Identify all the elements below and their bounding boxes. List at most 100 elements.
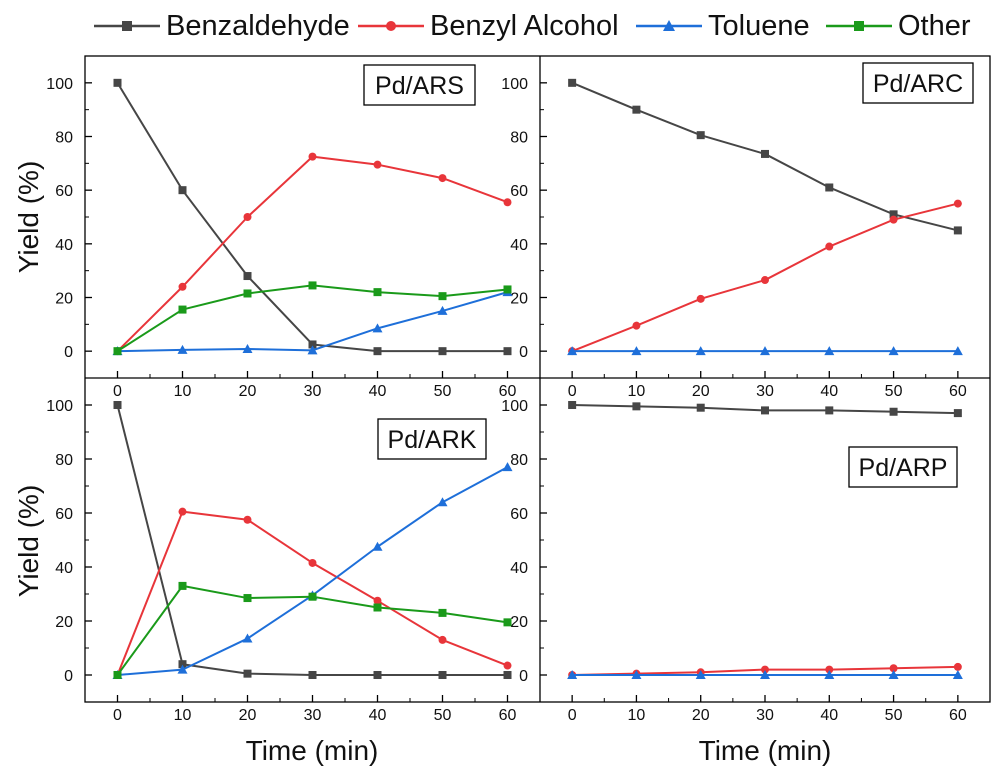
y-tick-label-pd-arc-40: 40 — [510, 237, 528, 254]
point-pd-ars-benzyl-alcohol-60 — [503, 198, 512, 207]
x-tick-label-pd-arc-10: 10 — [628, 383, 646, 400]
point-pd-ars-toluene-40 — [372, 323, 383, 333]
axes-pd-ark: 0 20 40 60 80 100 0 10 20 30 40 50 60 — [46, 398, 516, 724]
panel-label-pd-ars: Pd/ARS — [363, 64, 476, 106]
y-tick-label-pd-arp-80: 80 — [510, 452, 528, 469]
point-pd-arp-benzaldehyde-60 — [953, 409, 962, 418]
point-pd-arc-benzaldehyde-40 — [825, 183, 834, 192]
point-pd-ars-toluene-50 — [437, 305, 448, 315]
legend-label-benzaldehyde: Benzaldehyde — [166, 9, 350, 42]
y-axis-label-top: Yield (%) — [13, 161, 44, 274]
point-pd-ars-benzaldehyde-10 — [178, 186, 187, 195]
point-pd-arc-benzyl-alcohol-60 — [953, 199, 962, 208]
x-tick-label-pd-ark-60: 60 — [499, 707, 517, 724]
point-pd-ars-toluene-10 — [177, 344, 188, 354]
y-tick-label-pd-ars-20: 20 — [55, 291, 73, 308]
legend-swatch-toluene — [636, 20, 702, 31]
point-pd-arp-benzaldehyde-30 — [761, 406, 769, 415]
point-pd-ars-benzaldehyde-30 — [308, 340, 317, 349]
y-tick-label-pd-ars-40: 40 — [55, 237, 73, 254]
point-pd-ark-benzaldehyde-50 — [438, 671, 447, 679]
series-line-pd-ars-benzaldehyde — [116, 82, 508, 353]
point-pd-arc-benzaldehyde-0 — [568, 78, 577, 87]
point-pd-arp-benzyl-alcohol-60 — [953, 662, 962, 671]
x-tick-label-pd-arp-0: 0 — [568, 707, 577, 724]
x-tick-label-pd-ark-20: 20 — [239, 707, 257, 724]
point-pd-arc-benzaldehyde-60 — [953, 226, 962, 235]
y-tick-label-pd-arc-0: 0 — [519, 344, 528, 361]
point-pd-ars-other-60 — [503, 285, 512, 294]
panel-label-text-pd-arp: Pd/ARP — [859, 454, 948, 482]
panel-frames — [84, 55, 991, 703]
y-tick-label-pd-arp-20: 20 — [510, 614, 528, 631]
panel-label-box-pd-ark — [377, 418, 487, 460]
point-pd-arc-benzaldehyde-50 — [889, 210, 898, 219]
series-group-pd-ars — [112, 78, 513, 356]
x-tick-label-pd-ars-50: 50 — [434, 383, 452, 400]
x-tick-label-pd-ars-30: 30 — [304, 383, 322, 400]
x-tick-label-pd-arp-60: 60 — [949, 707, 967, 724]
legend-item-toluene: Toluene — [636, 6, 810, 46]
point-pd-arp-toluene-30 — [760, 670, 770, 679]
x-tick-label-pd-arc-40: 40 — [820, 383, 838, 400]
point-pd-arp-toluene-20 — [695, 670, 706, 679]
outer-frame — [84, 55, 991, 703]
point-pd-arp-benzyl-alcohol-40 — [825, 665, 834, 674]
x-tick-label-pd-ars-10: 10 — [174, 383, 192, 400]
point-pd-arc-benzaldehyde-20 — [696, 131, 705, 140]
x-tick-label-pd-ars-40: 40 — [369, 383, 387, 400]
point-pd-arp-benzaldehyde-20 — [696, 403, 705, 412]
panel-label-box-pd-arp — [848, 446, 958, 488]
point-pd-ars-benzaldehyde-60 — [503, 347, 512, 356]
point-pd-ark-other-50 — [438, 608, 447, 617]
point-pd-arc-benzaldehyde-30 — [761, 149, 769, 158]
point-pd-ars-benzaldehyde-40 — [373, 347, 382, 356]
point-pd-ark-benzaldehyde-40 — [373, 671, 382, 679]
point-pd-ars-benzaldehyde-20 — [243, 272, 252, 281]
x-tick-label-pd-ark-0: 0 — [113, 707, 122, 724]
point-pd-ark-benzyl-alcohol-20 — [243, 515, 252, 524]
point-pd-ars-other-30 — [308, 281, 317, 290]
y-tick-label-pd-ars-80: 80 — [55, 130, 73, 147]
point-pd-arp-benzaldehyde-10 — [632, 402, 641, 411]
point-pd-ark-other-20 — [243, 594, 252, 603]
y-axis-label-bottom: Yield (%) — [13, 485, 44, 598]
y-tick-label-pd-arp-100: 100 — [501, 398, 528, 415]
point-pd-ark-benzyl-alcohol-40 — [373, 596, 382, 605]
x-tick-label-pd-ark-50: 50 — [434, 707, 452, 724]
y-tick-label-pd-ars-100: 100 — [46, 76, 73, 93]
series-line-pd-ars-benzyl-alcohol — [116, 155, 508, 352]
x-tick-label-pd-arp-10: 10 — [628, 707, 646, 724]
point-pd-ars-benzaldehyde-0 — [113, 78, 122, 87]
point-pd-arc-benzyl-alcohol-30 — [761, 276, 769, 285]
point-pd-ars-other-10 — [178, 305, 187, 314]
x-tick-label-pd-ars-60: 60 — [499, 383, 517, 400]
point-pd-arp-toluene-40 — [824, 670, 835, 679]
point-pd-arp-toluene-0 — [567, 670, 578, 679]
series-group-pd-arp — [567, 401, 963, 679]
point-pd-ark-benzyl-alcohol-60 — [503, 661, 512, 670]
point-pd-arp-benzyl-alcohol-30 — [761, 665, 769, 674]
y-tick-label-pd-arc-60: 60 — [510, 183, 528, 200]
series-line-pd-ark-toluene — [117, 466, 508, 676]
point-pd-arp-benzaldehyde-0 — [568, 401, 577, 409]
point-pd-arc-benzaldehyde-10 — [632, 105, 641, 114]
legend-label-benzyl-alcohol: Benzyl Alcohol — [430, 9, 619, 42]
x-axis-label-left: Time (min) — [246, 735, 379, 766]
point-pd-arp-benzyl-alcohol-50 — [889, 664, 898, 673]
point-pd-arc-benzyl-alcohol-10 — [632, 321, 641, 330]
point-pd-ark-benzaldehyde-20 — [243, 669, 252, 678]
point-pd-ars-benzyl-alcohol-30 — [308, 152, 317, 161]
x-tick-label-pd-arc-30: 30 — [756, 383, 774, 400]
legend-item-other: Other — [826, 6, 971, 46]
point-pd-arp-toluene-10 — [631, 670, 642, 679]
point-pd-ars-benzyl-alcohol-40 — [373, 160, 382, 169]
panel-label-text-pd-ars: Pd/ARS — [375, 72, 464, 100]
data-layer — [112, 78, 963, 679]
axes-pd-arp: 0 20 40 60 80 100 0 10 20 30 40 50 60 — [501, 398, 967, 724]
point-pd-arp-toluene-50 — [888, 670, 899, 679]
y-tick-label-pd-ark-60: 60 — [55, 506, 73, 523]
point-pd-arp-toluene-60 — [952, 670, 963, 679]
